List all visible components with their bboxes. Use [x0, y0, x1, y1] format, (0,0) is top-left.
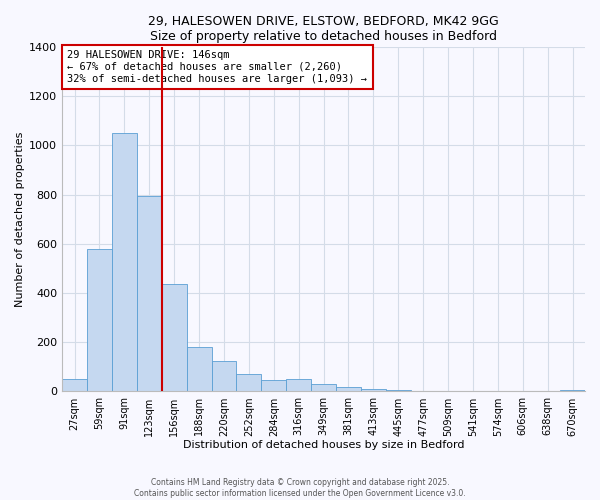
Text: 29 HALESOWEN DRIVE: 146sqm
← 67% of detached houses are smaller (2,260)
32% of s: 29 HALESOWEN DRIVE: 146sqm ← 67% of deta… [67, 50, 367, 84]
Bar [112, 133, 137, 392]
Bar [212, 360, 236, 392]
Bar [137, 196, 162, 392]
Bar [187, 347, 212, 392]
Bar [87, 248, 112, 392]
Bar [336, 386, 361, 392]
Bar [286, 379, 311, 392]
Y-axis label: Number of detached properties: Number of detached properties [15, 132, 25, 307]
Bar [560, 390, 585, 392]
Bar [361, 389, 386, 392]
Title: 29, HALESOWEN DRIVE, ELSTOW, BEDFORD, MK42 9GG
Size of property relative to deta: 29, HALESOWEN DRIVE, ELSTOW, BEDFORD, MK… [148, 15, 499, 43]
Bar [236, 374, 262, 392]
Bar [62, 379, 87, 392]
Text: Contains HM Land Registry data © Crown copyright and database right 2025.
Contai: Contains HM Land Registry data © Crown c… [134, 478, 466, 498]
Bar [386, 390, 411, 392]
X-axis label: Distribution of detached houses by size in Bedford: Distribution of detached houses by size … [183, 440, 464, 450]
Bar [262, 380, 286, 392]
Bar [162, 284, 187, 392]
Bar [311, 384, 336, 392]
Bar [411, 390, 436, 392]
